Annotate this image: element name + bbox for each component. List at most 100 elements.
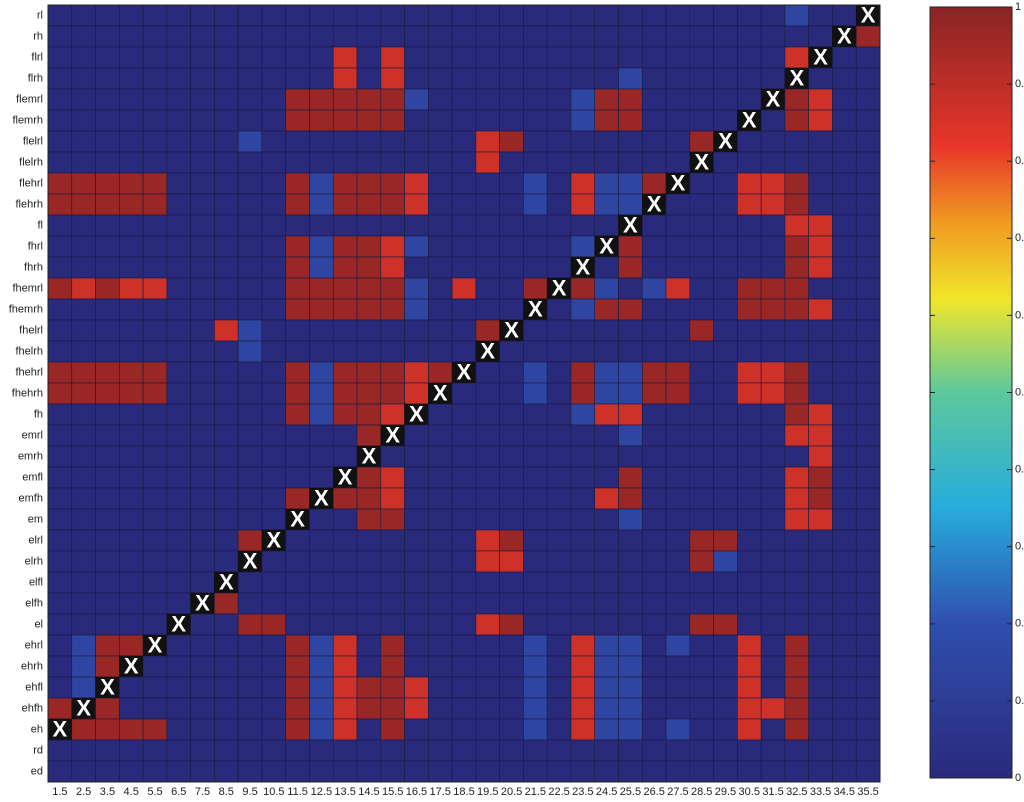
heat-cell [523,4,548,27]
x-tick-label: 33.5 [810,786,831,798]
heat-cell [689,88,714,111]
heat-cell [499,382,524,405]
heat-cell [332,340,358,363]
heat-cell [784,592,809,615]
heat-cell [380,151,405,174]
heat-cell [380,298,405,321]
heat-cell [475,151,500,174]
heat-cell [356,403,382,426]
heat-cell [665,424,691,447]
heat-cell [641,4,667,27]
heat-cell [285,445,310,468]
heat-cell [142,67,168,90]
y-tick-label: fhelrl [19,324,43,336]
heat-cell [404,697,429,720]
heat-cell [737,697,762,720]
heat-cell [356,718,382,741]
diagonal-marker: X [813,44,828,69]
heat-cell [737,67,762,90]
heat-cell [832,67,857,90]
heat-cell [641,67,667,90]
heat-cell [546,130,572,153]
heat-cell [428,67,453,90]
heat-cell [665,340,691,363]
heat-cell [784,424,809,447]
heat-cell [261,361,287,384]
heat-cell [808,634,833,657]
heat-cell [784,445,809,468]
y-tick-label: ehrl [25,639,43,651]
heat-cell [784,361,809,384]
heat-cell [784,193,809,216]
heat-cell [570,151,596,174]
heat-cell [190,46,215,69]
heat-cell [380,214,405,237]
heat-cell [737,739,762,762]
heat-cell [404,88,429,111]
heat-cell [119,46,144,69]
heat-cell [618,424,643,447]
heat-cell [404,25,429,48]
heat-cell [356,256,382,279]
heat-cell [832,571,857,594]
heat-cell [190,655,215,678]
heat-cell [95,319,120,342]
heat-cell [356,466,382,489]
heat-cell [475,109,500,132]
heat-cell [523,529,548,552]
x-tick-label: 5.5 [147,786,162,798]
heat-cell [546,571,572,594]
heat-cell [428,109,453,132]
heat-cell [713,550,738,573]
heat-cell [261,445,287,468]
heat-cell [689,634,714,657]
heat-cell [855,466,881,489]
heat-cell [142,529,168,552]
heat-cell [380,739,405,762]
heat-cell [166,508,191,531]
heat-cell [451,151,477,174]
heat-cell [523,403,548,426]
heat-cell [261,487,287,510]
heat-cell [689,46,714,69]
y-tick-label: ehrh [21,660,43,672]
heat-cell [285,4,310,27]
heat-cell [332,676,358,699]
heat-cell [570,130,596,153]
heat-cell [760,25,786,48]
heat-cell [855,613,881,636]
heat-cell [71,634,96,657]
heat-cell [784,382,809,405]
heat-cell [332,592,358,615]
heat-cell [261,319,287,342]
x-tick-label: 25.5 [620,786,641,798]
heat-cell [451,130,477,153]
heat-cell [475,88,500,111]
heat-cell [404,172,429,195]
heat-cell [119,676,144,699]
heat-cell [356,130,382,153]
heat-cell [237,298,263,321]
heat-cell [546,382,572,405]
heat-cell [332,151,358,174]
heat-cell [119,256,144,279]
heat-cell [713,172,738,195]
heat-cell [142,424,168,447]
heat-cell [190,718,215,741]
heat-cell [428,550,453,573]
heat-cell [760,466,786,489]
heat-cell [214,466,239,489]
heat-cell [641,256,667,279]
heat-cell [451,655,477,678]
heat-cell [356,592,382,615]
diagonal-marker: X [457,359,472,384]
heat-cell [760,109,786,132]
heat-cell [166,676,191,699]
heat-cell [332,361,358,384]
diagonal-marker: X [480,338,495,363]
heat-cell [713,613,738,636]
heat-cell [119,550,144,573]
heat-cell [784,655,809,678]
heat-cell [523,508,548,531]
heat-cell [119,277,144,300]
